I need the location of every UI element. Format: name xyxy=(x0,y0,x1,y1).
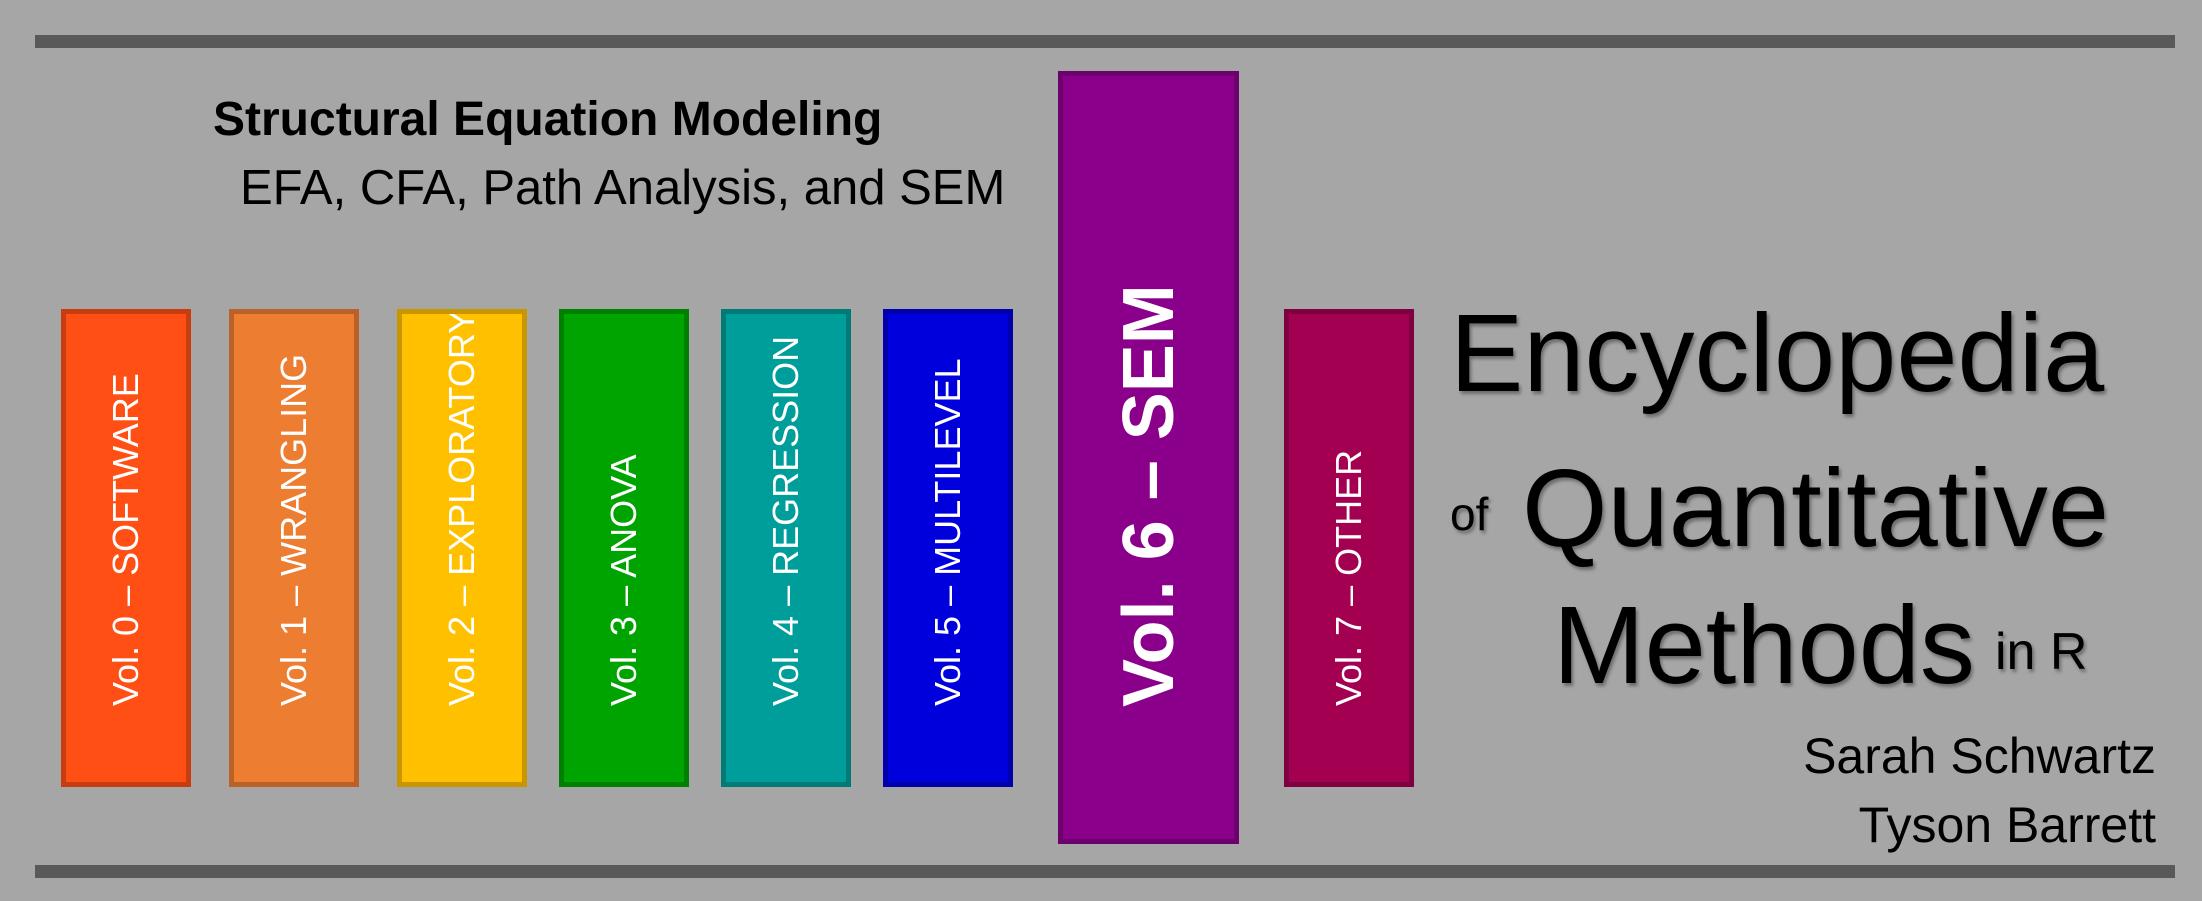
title-methods: Methods xyxy=(1553,584,1975,707)
title-in-r: in R xyxy=(1995,623,2088,681)
volume-7-book: Vol. 7 – OTHER xyxy=(1284,309,1414,787)
volume-6-label: Vol. 6 – SEM xyxy=(1108,284,1189,707)
top-rule xyxy=(35,35,2175,48)
title-of: of xyxy=(1450,488,1489,540)
volume-5-label: Vol. 5 – MULTILEVEL xyxy=(927,358,968,706)
volume-6-book: Vol. 6 – SEM xyxy=(1058,71,1239,844)
title-encyclopedia: Encyclopedia xyxy=(1450,292,2105,415)
volume-2-book: Vol. 2 – EXPLORATORY xyxy=(397,309,527,787)
volume-2-label: Vol. 2 – EXPLORATORY xyxy=(441,309,482,706)
volume-1-label: Vol. 1 – WRANGLING xyxy=(273,353,314,706)
volume-7-label: Vol. 7 – OTHER xyxy=(1328,449,1369,706)
volume-0-book: Vol. 0 – SOFTWARE xyxy=(61,309,191,787)
volume-4-book: Vol. 4 – REGRESSION xyxy=(721,309,851,787)
volume-3-label: Vol. 3 – ANOVA xyxy=(603,454,644,706)
volume-5-book: Vol. 5 – MULTILEVEL xyxy=(883,309,1013,787)
volume-0-label: Vol. 0 – SOFTWARE xyxy=(105,373,146,706)
page-title: Structural Equation Modeling xyxy=(213,93,883,146)
volume-4-label: Vol. 4 – REGRESSION xyxy=(765,335,806,706)
bottom-rule xyxy=(35,865,2175,878)
title-quantitative: Quantitative xyxy=(1522,447,2110,570)
volume-3-book: Vol. 3 – ANOVA xyxy=(559,309,689,787)
author-1: Sarah Schwartz xyxy=(1803,728,2156,784)
author-2: Tyson Barrett xyxy=(1858,797,2156,853)
page-subtitle: EFA, CFA, Path Analysis, and SEM xyxy=(240,161,1006,215)
volume-1-book: Vol. 1 – WRANGLING xyxy=(229,309,359,787)
